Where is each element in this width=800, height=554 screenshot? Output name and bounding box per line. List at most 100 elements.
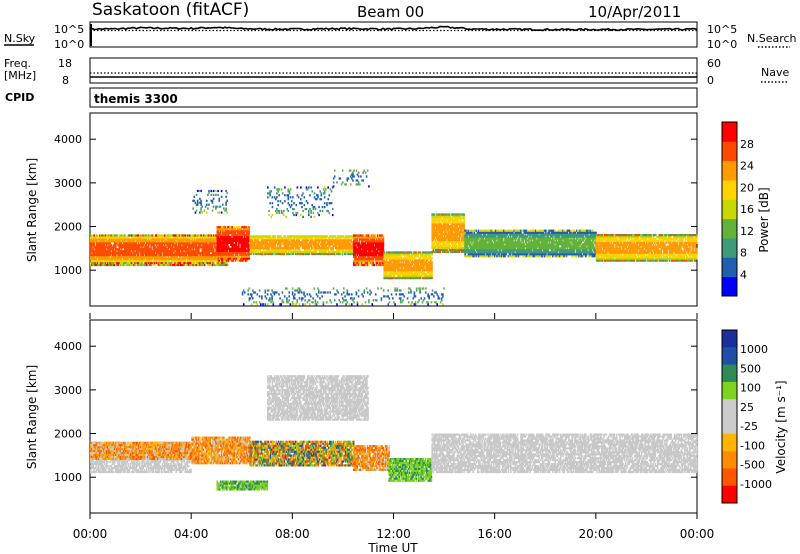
power-cell bbox=[349, 235, 352, 238]
power-cell bbox=[310, 249, 313, 252]
power-cell bbox=[178, 263, 181, 267]
power-cell bbox=[152, 252, 155, 255]
power-cell bbox=[211, 258, 214, 261]
power-cell bbox=[223, 234, 225, 237]
power-cell bbox=[224, 232, 226, 235]
frequency-panel: Freq. [MHz] 18 8 60 0 Nave bbox=[4, 57, 789, 87]
power-cell bbox=[207, 234, 209, 237]
power-cell bbox=[161, 246, 164, 249]
power-cell bbox=[248, 228, 250, 231]
power-cell bbox=[244, 259, 247, 262]
power-cell bbox=[181, 234, 183, 237]
power-cell bbox=[208, 238, 210, 241]
power-cell bbox=[461, 229, 463, 232]
power-cell bbox=[330, 247, 332, 250]
power-cell bbox=[182, 256, 184, 259]
power-cell bbox=[340, 241, 342, 244]
power-cell bbox=[127, 259, 130, 263]
power-cell bbox=[113, 240, 116, 243]
power-cell bbox=[104, 242, 107, 245]
power-cell bbox=[186, 242, 189, 245]
power-cell bbox=[362, 240, 364, 243]
power-cell bbox=[137, 248, 140, 251]
power-cell bbox=[167, 234, 169, 237]
power-cell bbox=[402, 261, 405, 264]
power-cell bbox=[296, 241, 298, 244]
power-cell bbox=[177, 240, 180, 243]
power-cell bbox=[314, 241, 316, 244]
power-cell bbox=[116, 240, 118, 243]
power-cell bbox=[115, 263, 117, 267]
power-cell bbox=[206, 258, 208, 261]
power-cell bbox=[307, 237, 309, 240]
power-cell bbox=[264, 251, 266, 254]
power-cell bbox=[248, 257, 250, 260]
power-cell bbox=[236, 247, 239, 250]
power-cell bbox=[142, 242, 144, 245]
power-cell bbox=[151, 244, 154, 247]
power-cell bbox=[423, 271, 425, 274]
power-cell bbox=[185, 256, 188, 259]
power-cell bbox=[103, 234, 106, 237]
power-cell bbox=[206, 261, 208, 265]
power-cell bbox=[243, 245, 246, 248]
power-cell bbox=[222, 228, 224, 231]
power-cell bbox=[110, 261, 113, 265]
power-cell bbox=[118, 234, 121, 237]
power-cell bbox=[216, 249, 219, 252]
power-cell bbox=[102, 258, 105, 261]
power-cell bbox=[325, 251, 328, 254]
power-cell bbox=[92, 248, 94, 251]
power-cell bbox=[244, 245, 247, 248]
power-cell bbox=[134, 248, 136, 251]
power-cell bbox=[160, 248, 163, 251]
power-cell bbox=[261, 237, 264, 240]
power-cell bbox=[127, 238, 130, 241]
power-cell bbox=[217, 259, 220, 262]
power-cell bbox=[199, 240, 201, 243]
power-cell bbox=[125, 244, 127, 247]
power-cell bbox=[300, 243, 303, 246]
power-cell bbox=[242, 259, 245, 262]
power-cell bbox=[141, 254, 143, 257]
power-cell bbox=[238, 249, 240, 252]
power-cell bbox=[206, 254, 208, 257]
power-cell bbox=[236, 251, 239, 254]
power-cell bbox=[423, 259, 425, 262]
power-cell bbox=[96, 259, 99, 263]
power-cell bbox=[229, 255, 231, 258]
power-cell bbox=[135, 240, 138, 243]
power-cell bbox=[246, 226, 248, 229]
power-cell bbox=[321, 251, 323, 254]
power-cell bbox=[249, 251, 251, 254]
power-cell bbox=[218, 234, 221, 237]
power-cell bbox=[235, 241, 238, 244]
power-cell bbox=[202, 248, 205, 251]
power-cell bbox=[280, 247, 282, 250]
power-cell bbox=[342, 241, 345, 244]
power-cell bbox=[137, 240, 140, 243]
power-cell bbox=[166, 234, 168, 237]
power-cell bbox=[248, 239, 250, 242]
power-cell bbox=[145, 263, 148, 267]
power-cell bbox=[299, 251, 301, 254]
power-cell bbox=[420, 275, 423, 278]
power-cell bbox=[233, 251, 236, 254]
power-cell bbox=[143, 242, 146, 245]
power-cell bbox=[141, 252, 143, 255]
power-cell bbox=[257, 247, 259, 250]
power-cell bbox=[108, 240, 110, 243]
power-cell bbox=[192, 259, 194, 263]
power-cell bbox=[210, 256, 213, 259]
power-cell bbox=[267, 245, 270, 248]
power-cell bbox=[179, 252, 182, 255]
power-cell bbox=[272, 252, 274, 256]
power-cell bbox=[381, 258, 384, 261]
power-cell bbox=[194, 242, 197, 245]
power-cell bbox=[148, 254, 150, 257]
power-cell bbox=[156, 258, 158, 261]
power-cell bbox=[100, 259, 102, 263]
power-cell bbox=[307, 239, 309, 242]
power-cell bbox=[119, 254, 122, 257]
power-cell bbox=[95, 252, 98, 255]
